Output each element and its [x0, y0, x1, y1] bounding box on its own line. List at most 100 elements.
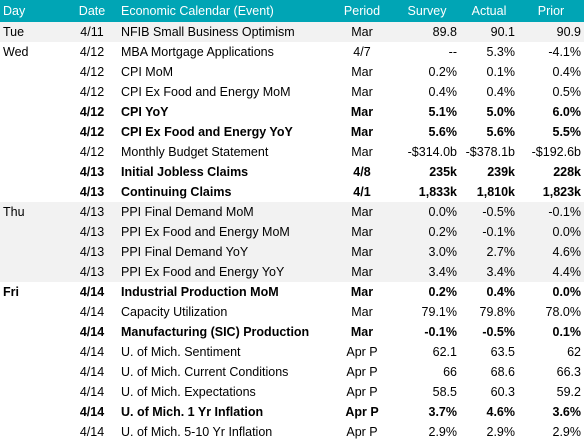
- date-cell: 4/14: [79, 345, 105, 359]
- prior-cell: 90.9: [518, 22, 584, 42]
- actual-cell: -0.5%: [482, 325, 515, 339]
- event-cell: PPI Final Demand YoY: [118, 242, 330, 262]
- actual-cell: 90.1: [460, 22, 518, 42]
- day-cell: [0, 302, 66, 322]
- event-cell: U. of Mich. 1 Yr Inflation: [121, 405, 264, 419]
- survey-cell: 5.1%: [428, 105, 458, 119]
- event-cell: PPI Final Demand MoM: [118, 202, 330, 222]
- date-cell: 4/12: [79, 125, 105, 139]
- day-cell: Fri: [3, 285, 19, 299]
- survey-cell: 3.4%: [394, 262, 460, 282]
- table-row: 4/13 Initial Jobless Claims 4/8 235k 239k 228…: [0, 162, 584, 182]
- day-cell: [0, 222, 66, 242]
- day-cell: [0, 362, 66, 382]
- date-cell: 4/12: [79, 105, 105, 119]
- table-row: 4/14 Capacity Utilization Mar 79.1% 79.8% 78.…: [0, 302, 584, 322]
- day-cell: [0, 262, 66, 282]
- prior-cell: 5.5%: [552, 125, 582, 139]
- event-cell: CPI Ex Food and Energy MoM: [121, 85, 291, 99]
- survey-cell: 0.2%: [394, 222, 460, 242]
- table-row: 4/12 CPI MoM Mar 0.2% 0.1% 0.4%: [0, 62, 584, 82]
- prior-cell: 0.0%: [552, 285, 582, 299]
- event-cell: MBA Mortgage Applications: [121, 45, 274, 59]
- day-cell: [0, 322, 66, 342]
- survey-cell: 89.8: [394, 22, 460, 42]
- actual-cell: 239k: [487, 165, 515, 179]
- actual-cell: 2.7%: [460, 242, 518, 262]
- period-cell: Mar: [330, 262, 394, 282]
- day-cell: [0, 82, 66, 102]
- day-cell: Tue: [0, 22, 66, 42]
- table-row: 4/14 Manufacturing (SIC) Production Mar -0.…: [0, 322, 584, 342]
- table-row: 4/13 Continuing Claims 4/1 1,833k 1,810k 1,82…: [0, 182, 584, 202]
- prior-cell: 62: [567, 345, 581, 359]
- survey-cell: 0.4%: [428, 85, 458, 99]
- day-cell: Thu: [0, 202, 66, 222]
- actual-cell: 5.0%: [486, 105, 516, 119]
- actual-cell: -0.1%: [460, 222, 518, 242]
- header-date: Date: [66, 0, 118, 22]
- event-cell: PPI Ex Food and Energy YoY: [118, 262, 330, 282]
- event-cell: NFIB Small Business Optimism: [118, 22, 330, 42]
- prior-cell: 1,823k: [542, 185, 581, 199]
- period-cell: Mar: [330, 202, 394, 222]
- period-cell: Mar: [350, 285, 374, 299]
- header-day: Day: [0, 0, 66, 22]
- table-row: 4/13 PPI Ex Food and Energy YoY Mar 3.4% 3.4…: [0, 262, 584, 282]
- day-cell: [0, 62, 66, 82]
- period-cell: 4/1: [353, 185, 371, 199]
- date-cell: 4/14: [79, 285, 105, 299]
- survey-cell: 62.1: [432, 345, 457, 359]
- event-cell: U. of Mich. Sentiment: [121, 345, 241, 359]
- event-cell: U. of Mich. Expectations: [121, 385, 256, 399]
- survey-cell: 3.7%: [428, 405, 458, 419]
- actual-cell: 2.9%: [486, 425, 516, 439]
- actual-cell: 4.6%: [486, 405, 516, 419]
- table-row: 4/14 U. of Mich. Sentiment Apr P 62.1 63.5 62: [0, 342, 584, 362]
- event-cell: PPI Ex Food and Energy MoM: [118, 222, 330, 242]
- table-row: 4/12 CPI YoY Mar 5.1% 5.0% 6.0%: [0, 102, 584, 122]
- event-cell: Initial Jobless Claims: [121, 165, 249, 179]
- survey-cell: --: [448, 45, 457, 59]
- actual-cell: 0.1%: [486, 65, 516, 79]
- period-cell: Mar: [330, 22, 394, 42]
- survey-cell: 5.6%: [428, 125, 458, 139]
- date-cell: 4/13: [66, 202, 118, 222]
- prior-cell: 59.2: [556, 385, 581, 399]
- table-row: 4/14 U. of Mich. 1 Yr Inflation Apr P 3.7% 4…: [0, 402, 584, 422]
- survey-cell: 235k: [429, 165, 457, 179]
- actual-cell: 68.6: [490, 365, 515, 379]
- period-cell: Mar: [351, 305, 373, 319]
- date-cell: 4/14: [79, 405, 105, 419]
- date-cell: 4/13: [66, 262, 118, 282]
- period-cell: Apr P: [345, 405, 379, 419]
- day-cell: [0, 102, 66, 122]
- period-cell: Apr P: [346, 365, 378, 379]
- day-cell: [0, 182, 66, 202]
- prior-cell: 66.3: [556, 365, 581, 379]
- period-cell: Mar: [330, 222, 394, 242]
- calendar-body: Tue 4/11 NFIB Small Business Optimism Mar 89…: [0, 22, 584, 442]
- actual-cell: 3.4%: [460, 262, 518, 282]
- period-cell: Mar: [351, 65, 373, 79]
- date-cell: 4/12: [79, 65, 105, 79]
- prior-cell: 0.1%: [552, 325, 582, 339]
- actual-cell: 0.4%: [486, 85, 516, 99]
- prior-cell: 228k: [553, 165, 581, 179]
- table-row: 4/14 U. of Mich. Current Conditions Apr P 6…: [0, 362, 584, 382]
- survey-cell: 2.9%: [428, 425, 458, 439]
- event-cell: CPI Ex Food and Energy YoY: [121, 125, 293, 139]
- date-cell: 4/13: [79, 185, 105, 199]
- period-cell: Mar: [350, 105, 374, 119]
- actual-cell: 1,810k: [476, 185, 515, 199]
- actual-cell: 63.5: [490, 345, 515, 359]
- period-cell: Apr P: [346, 385, 378, 399]
- header-row: Day Date Economic Calendar (Event) Perio…: [0, 0, 584, 22]
- day-cell: [0, 122, 66, 142]
- date-cell: 4/14: [79, 385, 105, 399]
- date-cell: 4/11: [66, 22, 118, 42]
- header-period: Period: [330, 0, 394, 22]
- event-cell: U. of Mich. Current Conditions: [121, 365, 289, 379]
- event-cell: CPI YoY: [121, 105, 169, 119]
